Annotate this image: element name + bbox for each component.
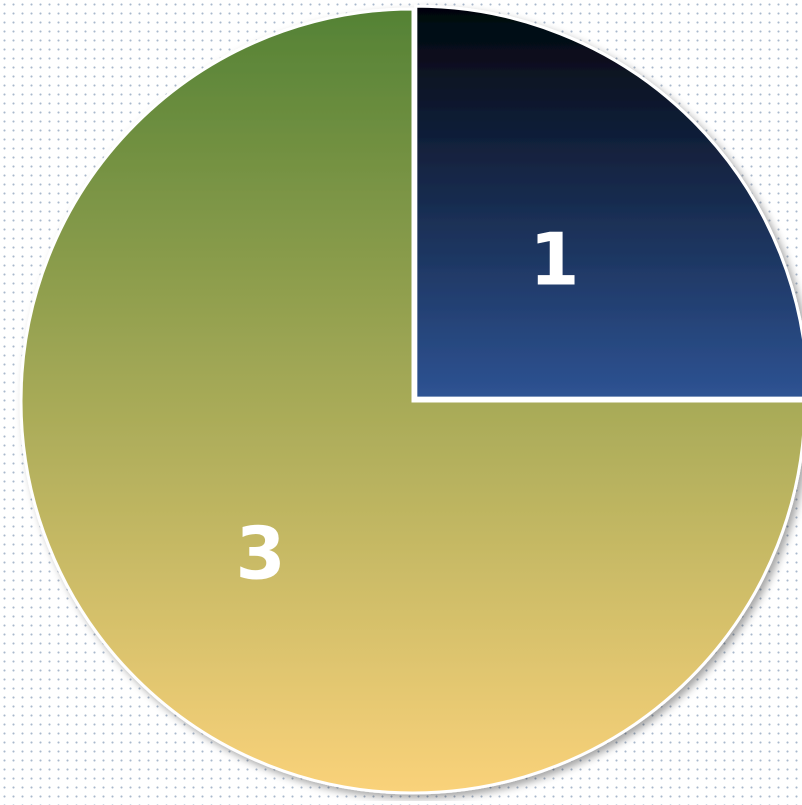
pie-slices [19, 4, 802, 795]
pie-slice-3 [19, 7, 802, 795]
pie-data-labels: 13 [235, 218, 579, 596]
data-label-1: 1 [529, 218, 579, 302]
pie-slice-1 [414, 4, 802, 400]
data-label-3: 3 [235, 511, 285, 595]
